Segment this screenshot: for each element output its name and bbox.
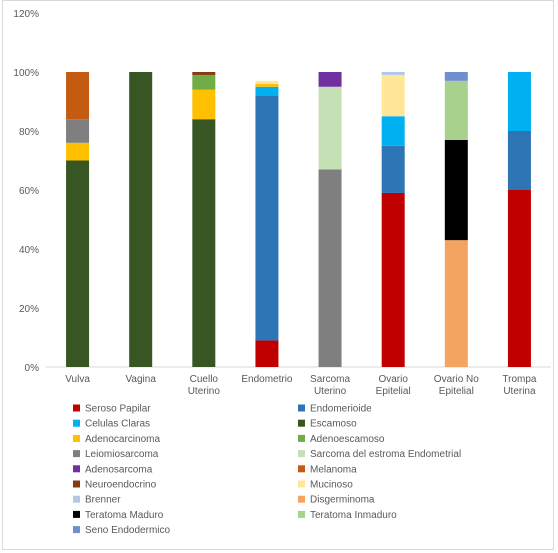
x-tick-label: Cuello — [190, 374, 219, 385]
bar-segment — [129, 72, 153, 367]
bar-segment — [507, 131, 531, 190]
bar-segment — [444, 240, 468, 367]
legend-label: Adenosarcoma — [85, 464, 153, 475]
bar-segment — [381, 116, 405, 146]
legend-label: Celulas Claras — [85, 419, 150, 430]
legend: Seroso Papilar Endomerioide Celulas Claras… — [73, 404, 461, 536]
bar-segment — [444, 80, 468, 140]
y-tick-label: 60% — [19, 186, 39, 197]
legend-swatch — [73, 510, 80, 518]
bar-segment — [507, 190, 531, 367]
bar-segment — [255, 95, 279, 341]
x-tick-label: Sarcoma — [310, 374, 350, 385]
legend-label: Mucinoso — [310, 480, 353, 491]
bar-segment — [192, 89, 216, 120]
legend-label: Teratoma Maduro — [85, 510, 164, 521]
legend-swatch — [298, 510, 305, 518]
legend-label: Adenoescamoso — [310, 434, 385, 445]
legend-swatch — [73, 450, 80, 458]
legend-label: Endomerioide — [310, 404, 372, 415]
x-tick-label: Vagina — [125, 374, 156, 385]
x-tick-label: Epitelial — [376, 386, 411, 397]
stacked-bar-chart: 0% 20% 40% 60% 80% 100% 120% Vulva Vagina Cuello… — [13, 9, 551, 536]
legend-label: Seno Endodermico — [85, 525, 170, 536]
legend-swatch — [73, 526, 80, 534]
legend-label: Neuroendocrino — [85, 480, 157, 491]
bar-segment — [66, 72, 90, 120]
bar-segment — [444, 72, 468, 81]
x-tick-label: Trompa — [502, 374, 537, 385]
bar-segment — [66, 119, 90, 143]
bar-segment — [318, 86, 342, 170]
bar-segment — [444, 139, 468, 241]
x-tick-label: Uterina — [503, 386, 536, 397]
y-tick-label: 80% — [19, 127, 39, 138]
y-tick-label: 0% — [25, 363, 40, 374]
legend-swatch — [298, 480, 305, 488]
x-tick-label: Ovario No — [434, 374, 479, 385]
x-tick-label: Uterino — [314, 386, 347, 397]
bars-group — [66, 72, 531, 367]
bar-segment — [192, 74, 216, 90]
y-tick-label: 120% — [13, 9, 39, 20]
legend-label: Melanoma — [310, 464, 357, 475]
bar-segment — [381, 72, 405, 75]
legend-swatch — [298, 450, 305, 458]
x-tick-label: Epitelial — [439, 386, 474, 397]
legend-label: Brenner — [85, 495, 121, 506]
bar-segment — [318, 169, 342, 367]
legend-swatch — [73, 480, 80, 488]
legend-swatch — [73, 419, 80, 427]
bar-segment — [318, 72, 342, 87]
legend-swatch — [73, 404, 80, 412]
bar-segment — [255, 80, 279, 84]
y-tick-label: 100% — [13, 68, 39, 79]
legend-label: Leiomiosarcoma — [85, 449, 159, 460]
bar-segment — [66, 142, 90, 161]
bar-segment — [255, 83, 279, 87]
legend-swatch — [73, 495, 80, 503]
legend-label: Escamoso — [310, 419, 357, 430]
x-tick-label: Vulva — [65, 374, 90, 385]
bar-segment — [507, 72, 531, 131]
y-tick-label: 20% — [19, 304, 39, 315]
legend-label: Disgerminoma — [310, 495, 375, 506]
legend-swatch — [298, 419, 305, 427]
x-tick-label: Uterino — [188, 386, 221, 397]
x-tick-label: Ovario — [378, 374, 408, 385]
legend-label: Seroso Papilar — [85, 404, 151, 415]
x-tick-label: Endometrio — [241, 374, 293, 385]
legend-swatch — [298, 404, 305, 412]
legend-swatch — [298, 465, 305, 473]
bar-segment — [381, 74, 405, 117]
y-tick-label: 40% — [19, 245, 39, 256]
bar-segment — [381, 145, 405, 193]
legend-swatch — [298, 495, 305, 503]
bar-segment — [381, 192, 405, 367]
bar-segment — [192, 119, 216, 367]
legend-label: Sarcoma del estroma Endometrial — [310, 449, 461, 460]
legend-swatch — [73, 434, 80, 442]
legend-swatch — [73, 465, 80, 473]
bar-segment — [255, 86, 279, 96]
bar-segment — [66, 160, 90, 367]
bar-segment — [192, 72, 216, 75]
legend-label: Teratoma Inmaduro — [310, 510, 397, 521]
bar-segment — [255, 340, 279, 367]
legend-swatch — [298, 434, 305, 442]
y-axis-tick-labels: 0% 20% 40% 60% 80% 100% 120% — [13, 9, 39, 374]
legend-label: Adenocarcinoma — [85, 434, 160, 445]
